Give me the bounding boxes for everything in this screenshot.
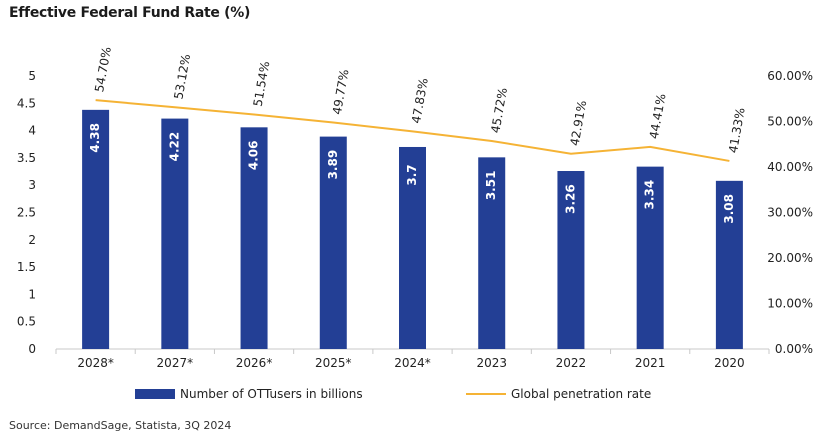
bar-value-label: 3.08 [722,194,736,224]
left-axis-tick-label: 1 [28,287,36,301]
left-axis-tick-label: 2 [28,233,36,247]
bar-value-label: 4.38 [88,123,102,153]
left-axis-tick-label: 5 [28,69,36,83]
line-value-label: 53.12% [171,53,193,101]
bar [557,171,585,349]
x-axis-tick-label: 2024* [394,356,431,370]
left-axis-tick-label: 0 [28,342,36,356]
bar-value-label: 3.89 [326,150,340,180]
bar [478,157,506,349]
left-axis-tick-label: 1.5 [17,260,36,274]
line-value-label: 44.41% [647,93,669,141]
line-value-label: 49.77% [330,68,352,116]
line-value-label: 42.91% [568,99,590,147]
left-axis-tick-label: 3 [28,178,36,192]
right-axis-tick-label: 0.00% [775,342,813,356]
line-value-label: 47.83% [409,77,431,125]
bar [82,109,110,350]
chart-title: Effective Federal Fund Rate (%) [9,5,251,21]
x-axis-tick-label: 2020 [714,356,745,370]
left-axis-tick-label: 0.5 [17,315,36,329]
legend-label-bars: Number of OTTusers in billions [180,387,363,401]
bar-value-label: 4.22 [167,132,181,162]
bar-value-label: 3.7 [405,164,419,185]
bar [715,180,743,349]
line-value-label: 41.33% [726,107,748,155]
right-axis-tick-label: 10.00% [767,297,813,311]
x-axis-tick-label: 2027* [157,356,194,370]
bar [240,127,268,349]
right-axis-tick-label: 20.00% [767,251,813,265]
x-axis-tick-label: 2025* [315,356,352,370]
x-axis-tick-label: 2022 [556,356,587,370]
left-axis-tick-label: 4 [28,124,36,138]
bar [319,136,347,349]
right-axis-tick-label: 40.00% [767,160,813,174]
bar-value-label: 3.51 [484,171,498,201]
left-axis-tick-label: 4.5 [17,96,36,110]
legend-label-line: Global penetration rate [511,387,651,401]
bar-value-label: 3.26 [563,184,577,214]
bar [399,146,426,349]
bar [161,118,189,349]
bar-value-label: 3.34 [643,180,657,210]
source-note: Source: DemandSage, Statista, 3Q 2024 [9,419,232,432]
x-axis-tick-label: 2028* [77,356,114,370]
left-axis-tick-label: 3.5 [17,151,36,165]
right-axis-tick-label: 30.00% [767,206,813,220]
line-value-label: 45.72% [488,87,510,135]
x-axis-tick-label: 2026* [236,356,273,370]
line-value-label: 51.54% [251,60,273,108]
x-axis-tick-label: 2021 [635,356,666,370]
line-value-label: 54.70% [92,46,114,94]
legend-swatch-bars [135,389,175,399]
right-axis-tick-label: 50.00% [767,115,813,129]
bar-value-label: 4.06 [247,141,261,171]
left-axis-tick-label: 2.5 [17,206,36,220]
x-axis-tick-label: 2023 [476,356,507,370]
bar [636,166,664,349]
right-axis-tick-label: 60.00% [767,69,813,83]
